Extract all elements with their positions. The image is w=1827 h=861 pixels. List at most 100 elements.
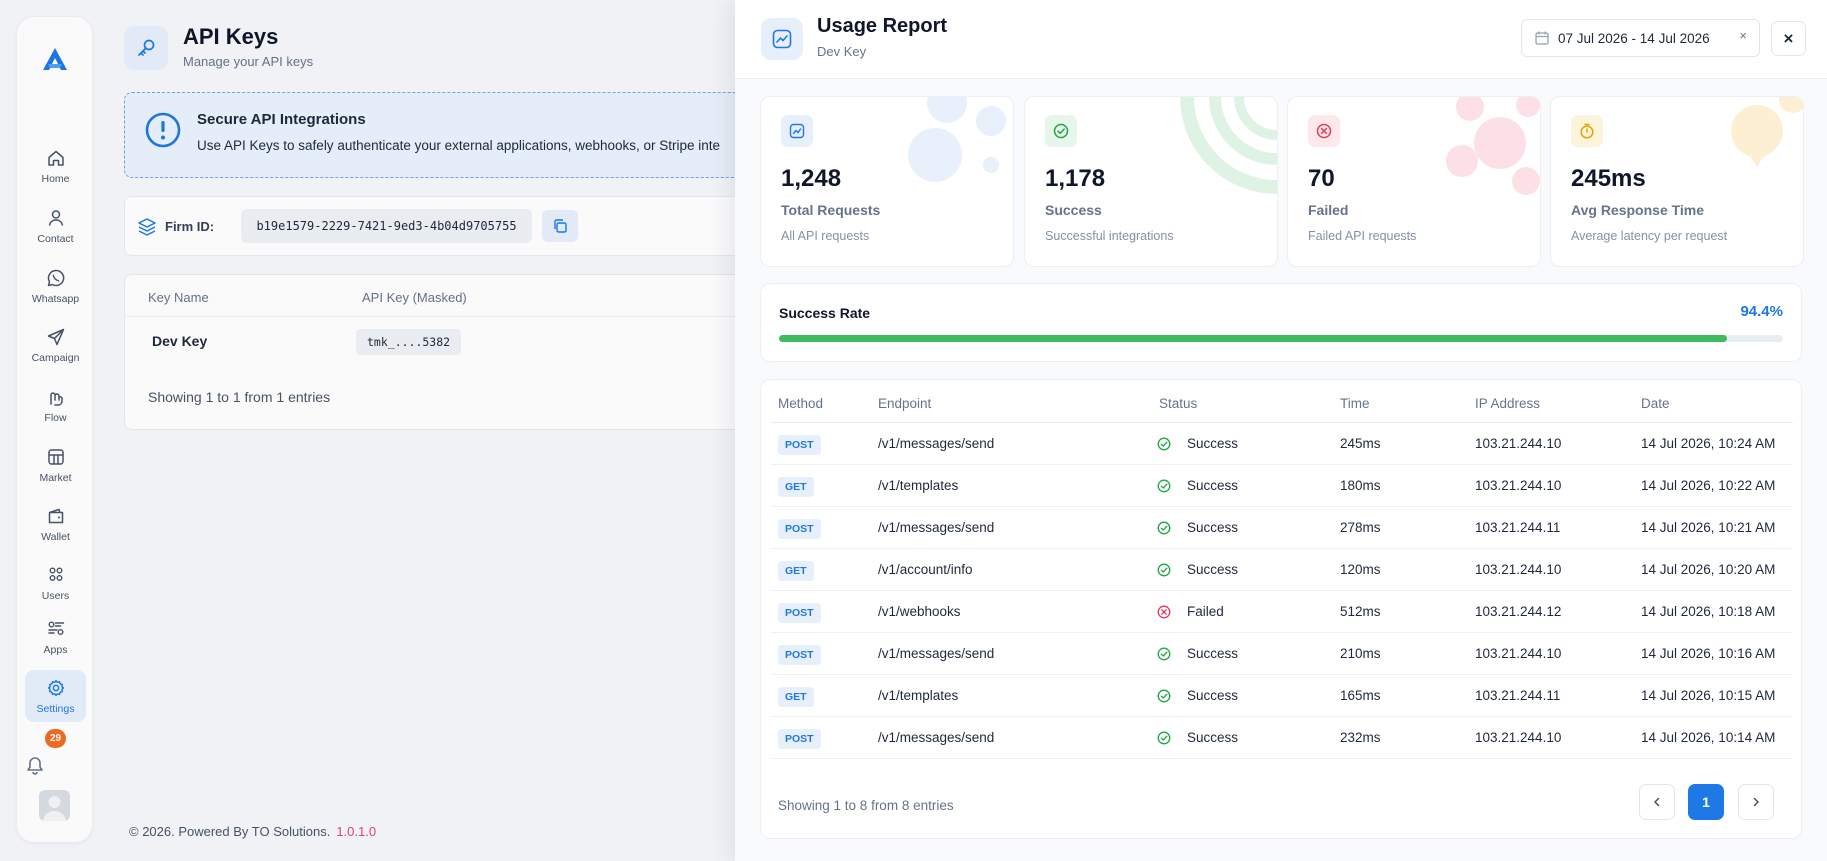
- check-circle-icon: [1156, 520, 1172, 536]
- request-date: 14 Jul 2026, 10:18 AM: [1641, 604, 1776, 619]
- ip-address: 103.21.244.11: [1475, 688, 1561, 703]
- notification-badge: 29: [45, 729, 66, 748]
- sidebar-item-users[interactable]: Users: [25, 557, 86, 609]
- bell-icon[interactable]: [24, 755, 46, 777]
- ip-address: 103.21.244.10: [1475, 478, 1562, 493]
- firm-id-value: b19e1579-2229-7421-9ed3-4b04d9705755: [241, 209, 532, 243]
- ip-address: 103.21.244.12: [1475, 604, 1562, 619]
- requests-table: Method Endpoint Status Time IP Address Date P…: [760, 379, 1802, 839]
- check-circle-icon: [1156, 562, 1172, 578]
- request-date: 14 Jul 2026, 10:22 AM: [1641, 478, 1776, 493]
- column-header: Method: [778, 396, 824, 411]
- check-circle-icon: [1156, 478, 1172, 494]
- stat-card: 245ms Avg Response Time Average latency pe…: [1550, 96, 1804, 267]
- sidebar-item-whatsapp[interactable]: Whatsapp: [25, 260, 86, 312]
- check-circle-icon: [1156, 646, 1172, 662]
- date-range-picker[interactable]: 07 Jul 2026 - 14 Jul 2026 ×: [1521, 19, 1760, 57]
- page-subtitle: Manage your API keys: [183, 54, 314, 69]
- column-header: Key Name: [148, 290, 209, 305]
- close-button[interactable]: ×: [1771, 21, 1806, 56]
- stat-label: Failed: [1308, 202, 1349, 218]
- table-row[interactable]: POST/v1/messages/send Success 210ms 103.21.…: [771, 633, 1793, 675]
- brand-logo[interactable]: [39, 43, 71, 75]
- send-icon: [46, 327, 66, 347]
- method-badge: POST: [778, 435, 821, 455]
- sidebar: Home Contact Whatsapp Campaign Flow Market Wal…: [16, 16, 93, 843]
- check-circle-icon: [1156, 730, 1172, 746]
- sidebar-item-campaign[interactable]: Campaign: [25, 319, 86, 371]
- apps-icon: [46, 619, 66, 639]
- next-page-button[interactable]: [1738, 784, 1774, 820]
- drawer-title: Usage Report: [817, 15, 948, 37]
- chart-icon: [781, 115, 813, 147]
- page-button-current[interactable]: 1: [1688, 784, 1724, 820]
- wallet-icon: [46, 506, 66, 526]
- response-time: 120ms: [1340, 562, 1381, 577]
- prev-page-button[interactable]: [1639, 784, 1675, 820]
- response-time: 232ms: [1340, 730, 1381, 745]
- stat-card: 70 Failed Failed API requests: [1287, 96, 1541, 267]
- sidebar-item-label: Campaign: [31, 351, 80, 364]
- overlay-backdrop[interactable]: [0, 0, 735, 861]
- sidebar-item-flow[interactable]: Flow: [25, 379, 86, 431]
- table-header: Key Name API Key (Masked): [125, 275, 883, 317]
- sidebar-item-market[interactable]: Market: [25, 439, 86, 491]
- success-rate-value: 94.4%: [1740, 303, 1783, 320]
- response-time: 278ms: [1340, 520, 1381, 535]
- status-text: Success: [1187, 436, 1239, 451]
- status-text: Success: [1187, 646, 1239, 661]
- chevron-right-icon: [1753, 797, 1759, 807]
- table-row[interactable]: GET/v1/account/info Success 120ms 103.21.24…: [771, 549, 1793, 591]
- sidebar-item-label: Settings: [36, 702, 75, 715]
- version-label: 1.0.1.0: [336, 824, 377, 839]
- endpoint: /v1/templates: [878, 688, 959, 703]
- status-text: Success: [1187, 478, 1239, 493]
- entries-count: Showing 1 to 1 from 1 entries: [148, 389, 331, 405]
- stat-description: Successful integrations: [1045, 229, 1174, 243]
- sidebar-item-wallet[interactable]: Wallet: [25, 498, 86, 550]
- sidebar-item-label: Users: [41, 589, 70, 602]
- response-time: 180ms: [1340, 478, 1381, 493]
- chevron-left-icon: [1654, 797, 1660, 807]
- sidebar-item-home[interactable]: Home: [25, 140, 86, 192]
- method-badge: GET: [778, 477, 814, 497]
- table-row[interactable]: POST/v1/messages/send Success 278ms 103.21.…: [771, 507, 1793, 549]
- stat-label: Success: [1045, 202, 1102, 218]
- sidebar-item-contact[interactable]: Contact: [25, 200, 86, 252]
- check-circle-icon: [1156, 436, 1172, 452]
- copy-icon: [554, 219, 567, 233]
- stat-description: Average latency per request: [1571, 229, 1728, 243]
- endpoint: /v1/account/info: [878, 562, 973, 577]
- method-badge: POST: [778, 729, 821, 749]
- ip-address: 103.21.244.10: [1475, 730, 1562, 745]
- user-icon: [46, 208, 66, 228]
- endpoint: /v1/webhooks: [878, 604, 961, 619]
- stat-value: 245ms: [1571, 165, 1646, 192]
- gear-icon: [46, 678, 66, 698]
- users-icon: [46, 565, 66, 585]
- clear-date-button[interactable]: ×: [1739, 28, 1747, 43]
- table-row[interactable]: POST/v1/webhooks Failed 512ms 103.21.244.12…: [771, 591, 1793, 633]
- request-date: 14 Jul 2026, 10:14 AM: [1641, 730, 1776, 745]
- endpoint: /v1/messages/send: [878, 520, 995, 535]
- ip-address: 103.21.244.11: [1475, 520, 1561, 535]
- sidebar-item-settings[interactable]: Settings: [25, 670, 86, 722]
- calendar-icon: [1535, 31, 1549, 45]
- request-date: 14 Jul 2026, 10:24 AM: [1641, 436, 1776, 451]
- table-row[interactable]: GET/v1/templates Success 180ms 103.21.244.1…: [771, 465, 1793, 507]
- entries-count: Showing 1 to 8 from 8 entries: [778, 798, 954, 813]
- table-row[interactable]: GET/v1/templates Success 165ms 103.21.244.1…: [771, 675, 1793, 717]
- sidebar-item-label: Home: [41, 172, 70, 185]
- method-badge: GET: [778, 687, 814, 707]
- sidebar-item-apps[interactable]: Apps: [25, 611, 86, 663]
- table-row[interactable]: POST/v1/messages/send Success 245ms 103.21.…: [771, 423, 1793, 465]
- avatar[interactable]: [39, 790, 70, 821]
- request-date: 14 Jul 2026, 10:15 AM: [1641, 688, 1776, 703]
- flow-icon: [46, 387, 66, 407]
- copy-button[interactable]: [542, 210, 578, 242]
- masked-key: tmk_....5382: [356, 329, 462, 355]
- usage-report-drawer: Usage Report Dev Key 07 Jul 2026 - 14 Ju…: [735, 0, 1827, 861]
- table-row[interactable]: POST/v1/messages/send Success 232ms 103.21.…: [771, 717, 1793, 759]
- sidebar-item-label: Whatsapp: [31, 292, 80, 305]
- footer-text: © 2026. Powered By TO Solutions.: [129, 824, 331, 839]
